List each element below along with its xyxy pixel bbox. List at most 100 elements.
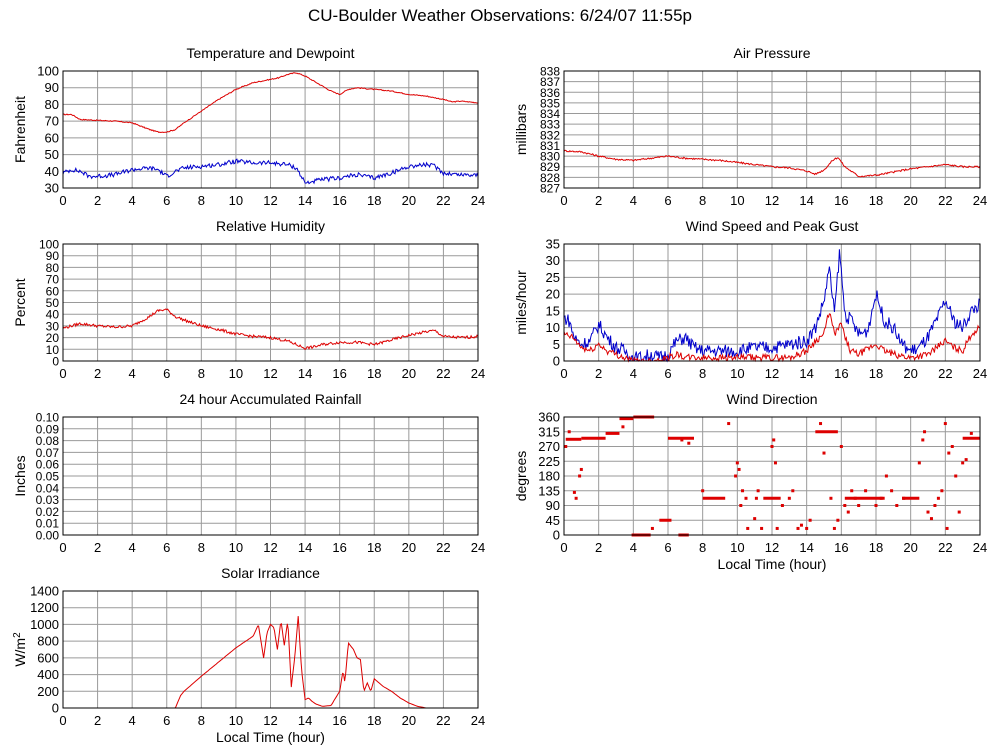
wind-direction-point — [950, 445, 954, 448]
x-tick-label: 14 — [799, 193, 813, 208]
wind-direction-point — [744, 496, 748, 500]
x-tick-label: 6 — [163, 713, 170, 728]
wind-direction-point — [687, 441, 691, 445]
x-tick-label: 20 — [402, 713, 416, 728]
wind-title: Wind Speed and Peak Gust — [686, 218, 859, 234]
wind-direction-point — [773, 461, 777, 465]
y-tick-label: 15 — [546, 303, 560, 318]
winddir-frame — [563, 416, 981, 536]
temp-title: Temperature and Dewpoint — [186, 45, 354, 61]
y-tick-label: 0.01 — [36, 517, 60, 531]
x-tick-label: 4 — [630, 540, 637, 555]
wind-direction-point — [850, 489, 854, 493]
x-tick-label: 0 — [560, 366, 567, 381]
y-tick-label: 60 — [46, 284, 60, 298]
x-tick-label: 24 — [973, 193, 987, 208]
wind-direction-point — [846, 510, 850, 514]
x-tick-label: 16 — [332, 193, 346, 208]
x-tick-label: 4 — [630, 366, 637, 381]
wind-direction-point — [969, 431, 973, 435]
wind-direction-point — [836, 518, 840, 522]
wind-direction-point — [890, 489, 894, 493]
x-tick-label: 14 — [298, 193, 312, 208]
wind-direction-point — [929, 517, 933, 521]
y-tick-label: 90 — [45, 80, 59, 95]
y-tick-label: 70 — [45, 114, 59, 129]
y-tick-label: 40 — [46, 308, 60, 322]
y-tick-label: 0 — [553, 528, 560, 543]
y-tick-label: 829 — [540, 160, 560, 174]
wind-direction-point — [799, 523, 803, 527]
y-tick-label: 0 — [52, 701, 59, 716]
x-tick-label: 16 — [834, 193, 848, 208]
wind-direction-point — [621, 425, 625, 429]
wind-direction-point — [864, 489, 868, 493]
wind-ylabel: miles/hour — [513, 270, 529, 335]
temp-ylabel: Fahrenheit — [12, 96, 28, 163]
x-tick-label: 18 — [367, 540, 381, 555]
y-tick-label: 0.09 — [36, 422, 60, 436]
x-tick-label: 8 — [699, 366, 706, 381]
x-tick-label: 4 — [129, 540, 136, 555]
x-tick-label: 2 — [595, 193, 602, 208]
x-tick-label: 18 — [367, 713, 381, 728]
y-tick-label: 90 — [46, 249, 60, 263]
y-tick-label: 1200 — [30, 600, 59, 615]
x-tick-label: 4 — [129, 713, 136, 728]
x-tick-label: 14 — [298, 713, 312, 728]
y-tick-label: 835 — [540, 96, 560, 110]
x-tick-label: 10 — [730, 540, 744, 555]
x-tick-label: 24 — [973, 540, 987, 555]
y-tick-label: 40 — [45, 164, 59, 179]
x-tick-label: 24 — [973, 366, 987, 381]
wind-direction-point — [770, 445, 774, 448]
x-tick-label: 2 — [595, 366, 602, 381]
x-tick-label: 8 — [198, 713, 205, 728]
temp-series-line — [62, 158, 479, 185]
wind-direction-point — [574, 496, 578, 500]
wind-direction-point — [775, 526, 779, 530]
x-tick-label: 20 — [903, 540, 917, 555]
x-tick-label: 12 — [263, 193, 277, 208]
y-tick-label: 0 — [553, 354, 560, 369]
wind-direction-point — [741, 489, 745, 493]
y-tick-label: 837 — [540, 75, 560, 89]
temp-frame — [62, 70, 479, 189]
wind-direction-point — [822, 451, 826, 455]
y-tick-label: 0 — [52, 355, 59, 369]
x-tick-label: 10 — [730, 366, 744, 381]
x-tick-label: 12 — [765, 366, 779, 381]
y-tick-label: 400 — [37, 667, 59, 682]
solar-frame — [62, 590, 479, 709]
x-tick-label: 6 — [664, 366, 671, 381]
wind-direction-point — [961, 461, 965, 465]
x-tick-label: 24 — [471, 540, 485, 555]
x-tick-label: 18 — [869, 193, 883, 208]
y-tick-label: 832 — [540, 128, 560, 142]
x-tick-label: 10 — [229, 366, 243, 381]
y-tick-label: 100 — [39, 238, 59, 252]
y-tick-label: 0.06 — [36, 458, 60, 472]
rain-title: 24 hour Accumulated Rainfall — [179, 391, 361, 407]
x-tick-label: 14 — [799, 366, 813, 381]
wind-direction-point — [787, 496, 791, 500]
x-tick-label: 16 — [834, 540, 848, 555]
x-tick-label: 16 — [834, 366, 848, 381]
y-tick-label: 831 — [540, 139, 560, 153]
wind-direction-point — [796, 526, 800, 530]
wind-direction-point — [735, 461, 739, 465]
wind-direction-point — [737, 467, 741, 471]
y-tick-label: 80 — [45, 97, 59, 112]
wind-direction-point — [739, 504, 743, 507]
y-tick-label: 1400 — [30, 584, 59, 599]
x-tick-label: 4 — [129, 193, 136, 208]
y-tick-label: 135 — [538, 483, 560, 498]
x-tick-label: 10 — [229, 713, 243, 728]
wind-direction-point — [921, 438, 925, 442]
wind-direction-point — [746, 526, 750, 530]
wind-direction-point — [954, 474, 958, 478]
wind-direction-point — [808, 518, 812, 522]
